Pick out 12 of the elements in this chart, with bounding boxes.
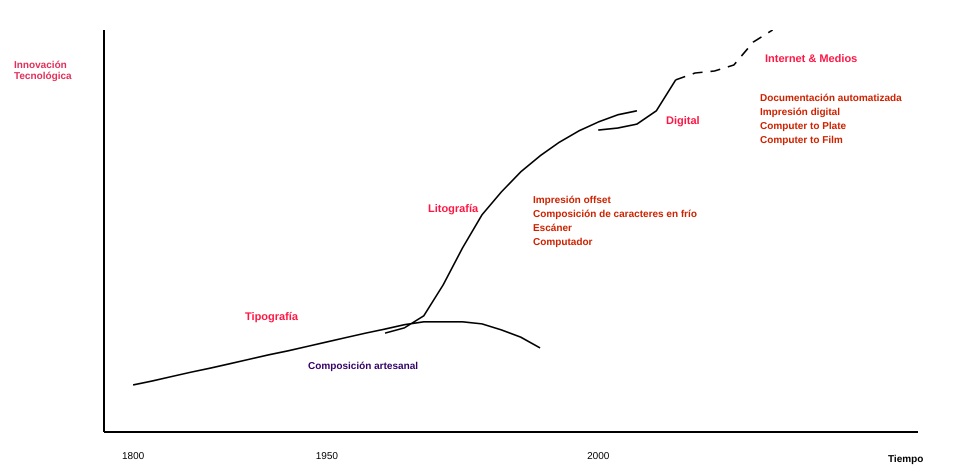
- x-tick-label: 1800: [122, 451, 145, 462]
- annotation: Digital: [666, 114, 700, 128]
- y-axis-title: Innovación Tecnológica: [14, 60, 73, 82]
- annotation: Internet & Medios: [765, 52, 858, 66]
- x-axis-title: Tiempo: [888, 454, 924, 465]
- annotation: Documentación automatizada Impresión digital Computer to Plate Computer to Film: [760, 92, 902, 148]
- annotation: Tipografía: [245, 310, 298, 324]
- annotation: Composición artesanal: [308, 360, 418, 374]
- x-tick-label: 1950: [316, 451, 338, 462]
- x-tick-label: 2000: [587, 451, 610, 462]
- annotation: Litografía: [428, 202, 478, 216]
- annotation: Impresión offset Composición de caracteres en frío Escáner Computador: [533, 194, 697, 250]
